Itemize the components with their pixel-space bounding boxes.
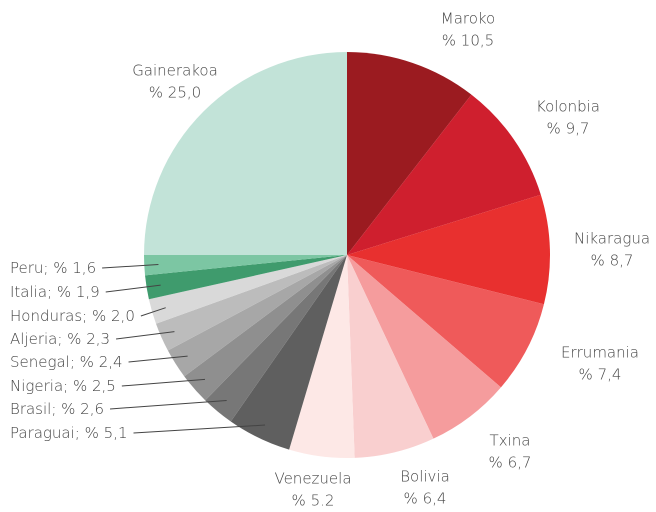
slice-value-label: ; % 5,1 — [75, 424, 128, 442]
slice-category: Brasil — [10, 400, 51, 418]
pie-slice — [144, 52, 347, 255]
slice-label: Peru; % 1,6 — [10, 259, 96, 277]
slice-label: Italia; % 1,9 — [10, 283, 100, 301]
leader-line — [140, 307, 166, 317]
slice-value-label: % 8,7 — [591, 252, 634, 270]
slice-value-label: % 10,5 — [442, 32, 494, 50]
slice-label: Nigeria; % 2,5 — [10, 377, 116, 395]
pie-slice — [347, 52, 472, 255]
leader-line — [110, 399, 227, 410]
slice-label: Brasil; % 2,6 — [10, 400, 104, 418]
slice-category: Italia — [10, 283, 47, 301]
slice-label: Honduras; % 2,0 — [10, 307, 135, 325]
slice-category: Paraguai — [10, 424, 75, 442]
pie-slice — [347, 194, 550, 305]
pie-slice — [347, 255, 434, 458]
leader-line — [105, 284, 161, 293]
slice-label: Errumania — [561, 344, 639, 362]
slice-value-label: ; % 1,9 — [47, 283, 100, 301]
slice-label: Gainerakoa — [132, 62, 218, 80]
leader-line — [121, 378, 206, 387]
slice-label: Paraguai; % 5,1 — [10, 424, 128, 442]
pie-slice — [144, 255, 347, 276]
slice-label: Kolonbia — [536, 98, 600, 116]
slice-category: Senegal — [10, 353, 70, 371]
leader-line — [115, 331, 175, 340]
slice-value-label: ; % 2,6 — [51, 400, 104, 418]
pie-slice — [230, 255, 347, 450]
pie-slice — [205, 255, 347, 422]
slice-label: Bolivia — [400, 468, 450, 486]
leader-line — [128, 355, 188, 363]
slice-value-label: ; % 2,5 — [63, 377, 116, 395]
slice-value-label: % 25,0 — [149, 84, 201, 102]
slice-label: Nikaragua — [574, 230, 650, 248]
pie-slice — [148, 255, 347, 324]
pie-slice — [184, 255, 347, 401]
slice-value-label: ; % 2,0 — [82, 307, 135, 325]
slice-category: Aljeria — [10, 330, 57, 348]
slice-value-label: ; % 2,3 — [57, 330, 110, 348]
slice-value-label: ; % 2,4 — [70, 353, 123, 371]
slice-label: Venezuela — [274, 470, 351, 488]
slice-label: Aljeria; % 2,3 — [10, 330, 110, 348]
leader-line — [102, 263, 159, 269]
slice-label: Senegal; % 2,4 — [10, 353, 123, 371]
slice-value-label: % 6,4 — [404, 490, 447, 508]
pie-slice — [167, 255, 347, 377]
pie-slice — [347, 94, 541, 255]
pie-slice — [156, 255, 347, 351]
slice-category: Peru — [10, 259, 43, 277]
slice-category: Honduras — [10, 307, 82, 325]
pie-slice — [289, 255, 355, 459]
slice-label: Txina — [490, 432, 531, 450]
slice-value-label: % 9,7 — [547, 120, 590, 138]
slice-value-label: % 6,7 — [489, 454, 532, 472]
slice-value-label: % 7,4 — [579, 366, 622, 384]
pie-slice — [145, 255, 347, 300]
pie-slice — [347, 255, 544, 388]
slice-label: Maroko — [441, 10, 495, 28]
pie-slice — [347, 255, 501, 439]
slice-value-label: % 5.2 — [292, 492, 335, 510]
slice-category: Nigeria — [10, 377, 63, 395]
slice-value-label: ; % 1,6 — [43, 259, 96, 277]
leader-line — [133, 424, 266, 434]
